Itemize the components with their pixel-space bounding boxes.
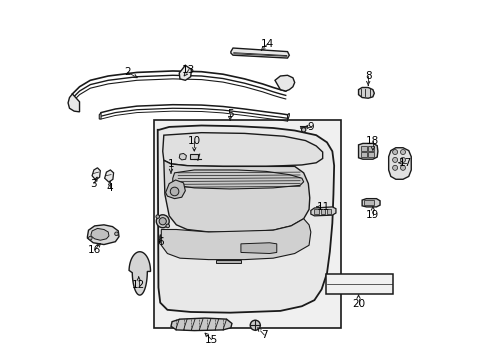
Circle shape xyxy=(301,128,305,132)
Text: 12: 12 xyxy=(132,280,145,290)
Polygon shape xyxy=(179,153,186,160)
Text: 5: 5 xyxy=(226,109,233,119)
Bar xyxy=(360,152,366,157)
Bar xyxy=(367,152,373,157)
Text: 11: 11 xyxy=(316,202,329,212)
Bar xyxy=(190,154,198,159)
Circle shape xyxy=(88,236,92,240)
Polygon shape xyxy=(165,180,185,199)
Text: 10: 10 xyxy=(187,136,201,146)
Text: 15: 15 xyxy=(204,334,218,345)
Text: 19: 19 xyxy=(366,210,379,220)
Polygon shape xyxy=(287,113,289,121)
Bar xyxy=(326,209,330,214)
Text: 3: 3 xyxy=(90,179,97,189)
Polygon shape xyxy=(163,133,322,166)
Text: 17: 17 xyxy=(398,158,412,168)
Polygon shape xyxy=(92,168,100,180)
Polygon shape xyxy=(179,65,191,80)
Polygon shape xyxy=(104,170,113,182)
Text: 20: 20 xyxy=(351,299,365,309)
Text: 4: 4 xyxy=(106,183,113,193)
Circle shape xyxy=(392,149,397,154)
Polygon shape xyxy=(310,207,335,216)
Bar xyxy=(154,121,340,328)
Circle shape xyxy=(400,157,405,162)
Polygon shape xyxy=(91,228,109,240)
Text: 9: 9 xyxy=(307,122,313,132)
Text: 16: 16 xyxy=(88,245,101,255)
Polygon shape xyxy=(68,94,80,112)
Circle shape xyxy=(165,224,169,228)
Circle shape xyxy=(392,165,397,170)
Polygon shape xyxy=(362,199,379,207)
Polygon shape xyxy=(388,148,410,179)
Polygon shape xyxy=(87,225,119,244)
Polygon shape xyxy=(274,75,294,91)
Bar xyxy=(320,209,324,214)
Polygon shape xyxy=(171,318,231,330)
Text: 8: 8 xyxy=(364,71,371,81)
Circle shape xyxy=(156,215,159,219)
Bar xyxy=(360,146,366,151)
Text: 14: 14 xyxy=(261,39,274,49)
Circle shape xyxy=(250,320,260,330)
Bar xyxy=(325,274,392,294)
Circle shape xyxy=(115,232,118,235)
Polygon shape xyxy=(161,219,310,260)
Bar xyxy=(367,146,373,151)
Polygon shape xyxy=(99,113,101,119)
Polygon shape xyxy=(163,160,309,232)
Polygon shape xyxy=(172,170,303,189)
Circle shape xyxy=(159,218,166,225)
Text: 1: 1 xyxy=(167,159,174,169)
Polygon shape xyxy=(241,243,276,253)
Circle shape xyxy=(400,165,405,170)
Bar xyxy=(314,209,318,214)
Polygon shape xyxy=(358,87,373,98)
Text: 18: 18 xyxy=(366,136,379,146)
Circle shape xyxy=(170,187,179,196)
Bar xyxy=(363,200,373,205)
Polygon shape xyxy=(230,48,289,58)
Circle shape xyxy=(156,215,169,228)
Text: 7: 7 xyxy=(261,330,267,340)
Polygon shape xyxy=(158,126,333,313)
Text: 13: 13 xyxy=(182,64,195,75)
Text: 2: 2 xyxy=(124,67,131,77)
Polygon shape xyxy=(358,143,377,159)
Polygon shape xyxy=(129,252,150,295)
Circle shape xyxy=(400,149,405,154)
Polygon shape xyxy=(215,260,241,263)
Circle shape xyxy=(392,157,397,162)
Text: 6: 6 xyxy=(157,237,163,247)
